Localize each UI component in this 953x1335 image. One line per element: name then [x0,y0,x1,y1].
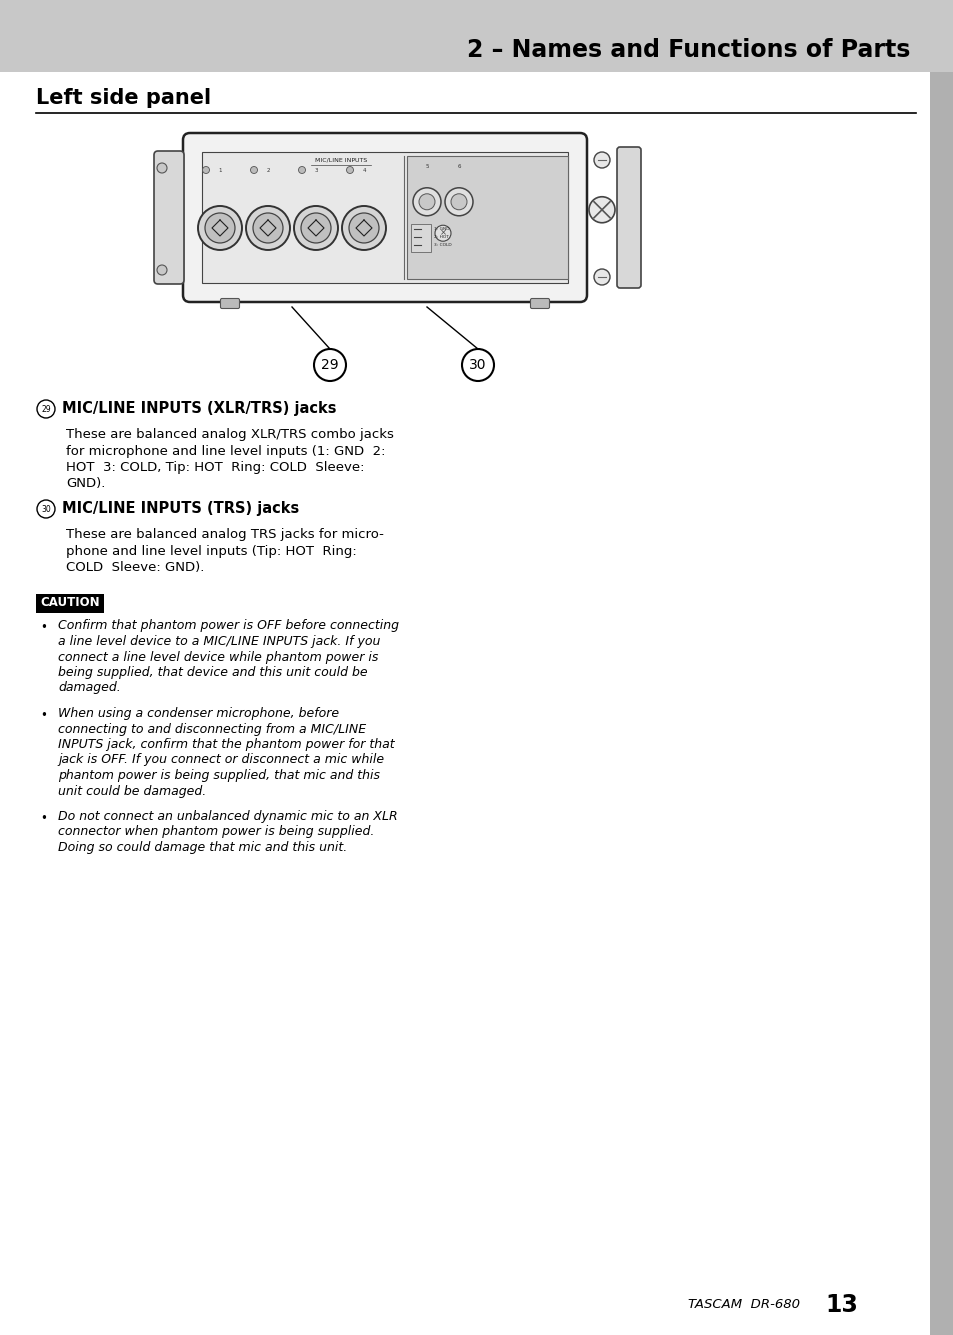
Text: INPUTS jack, confirm that the phantom power for that: INPUTS jack, confirm that the phantom po… [58,738,395,752]
FancyBboxPatch shape [202,152,567,283]
Circle shape [435,226,451,242]
Text: When using a condenser microphone, before: When using a condenser microphone, befor… [58,708,338,720]
Text: ×: × [439,228,446,238]
Text: •: • [41,622,48,634]
Text: phantom power is being supplied, that mic and this: phantom power is being supplied, that mi… [58,769,379,782]
Text: for microphone and line level inputs (1: GND  2:: for microphone and line level inputs (1:… [66,445,385,458]
Circle shape [461,348,494,380]
Text: 3: 3 [314,167,317,172]
Circle shape [301,214,331,243]
Text: 4: 4 [362,167,365,172]
Text: Left side panel: Left side panel [36,88,211,108]
Circle shape [594,268,609,284]
Text: 29: 29 [41,405,51,414]
Circle shape [157,163,167,174]
Circle shape [594,152,609,168]
FancyBboxPatch shape [407,156,567,279]
Text: 29: 29 [321,358,338,372]
Text: MIC/LINE INPUTS (XLR/TRS) jacks: MIC/LINE INPUTS (XLR/TRS) jacks [62,400,336,415]
Text: 1: GND: 1: GND [434,227,449,231]
Text: COLD  Sleeve: GND).: COLD Sleeve: GND). [66,561,204,574]
Circle shape [37,400,55,418]
Circle shape [444,188,473,216]
Circle shape [253,214,283,243]
Text: Do not connect an unbalanced dynamic mic to an XLR: Do not connect an unbalanced dynamic mic… [58,810,397,822]
Text: MIC/LINE INPUTS: MIC/LINE INPUTS [314,158,367,163]
FancyBboxPatch shape [220,299,239,308]
Text: 5: 5 [425,163,428,168]
Text: HOT  3: COLD, Tip: HOT  Ring: COLD  Sleeve:: HOT 3: COLD, Tip: HOT Ring: COLD Sleeve: [66,461,364,474]
Text: Confirm that phantom power is OFF before connecting: Confirm that phantom power is OFF before… [58,619,398,633]
Text: 13: 13 [824,1294,857,1318]
Text: Doing so could damage that mic and this unit.: Doing so could damage that mic and this … [58,841,347,854]
Circle shape [346,167,354,174]
Circle shape [451,194,467,210]
Text: 30: 30 [41,505,51,514]
Text: TASCAM  DR-680: TASCAM DR-680 [687,1299,800,1311]
Text: •: • [41,709,48,722]
Text: These are balanced analog XLR/TRS combo jacks: These are balanced analog XLR/TRS combo … [66,429,394,441]
Circle shape [37,501,55,518]
Text: GND).: GND). [66,478,105,490]
Circle shape [157,266,167,275]
Text: 2 – Names and Functions of Parts: 2 – Names and Functions of Parts [466,37,909,61]
Text: 2: HOT: 2: HOT [434,235,449,239]
Circle shape [341,206,386,250]
Text: connect a line level device while phantom power is: connect a line level device while phanto… [58,650,378,663]
FancyBboxPatch shape [153,151,184,284]
Circle shape [413,188,440,216]
Text: a line level device to a MIC/LINE INPUTS jack. If you: a line level device to a MIC/LINE INPUTS… [58,635,380,647]
Text: 3: COLD: 3: COLD [434,243,451,247]
Circle shape [294,206,337,250]
Text: unit could be damaged.: unit could be damaged. [58,785,206,797]
Bar [929,0,953,1335]
FancyBboxPatch shape [617,147,640,288]
Text: 6: 6 [456,163,460,168]
Circle shape [246,206,290,250]
FancyBboxPatch shape [411,224,431,252]
Circle shape [202,167,210,174]
Text: connecting to and disconnecting from a MIC/LINE: connecting to and disconnecting from a M… [58,722,366,736]
Text: damaged.: damaged. [58,681,121,694]
Text: 2: 2 [266,167,270,172]
Circle shape [198,206,242,250]
Circle shape [205,214,234,243]
Circle shape [588,196,615,223]
Circle shape [314,348,346,380]
Text: phone and line level inputs (Tip: HOT  Ring:: phone and line level inputs (Tip: HOT Ri… [66,545,356,558]
Text: CAUTION: CAUTION [40,597,100,610]
Text: •: • [41,812,48,825]
Text: 1: 1 [218,167,221,172]
FancyBboxPatch shape [183,134,586,302]
Circle shape [349,214,378,243]
Circle shape [251,167,257,174]
Bar [36,594,104,613]
Text: jack is OFF. If you connect or disconnect a mic while: jack is OFF. If you connect or disconnec… [58,753,384,766]
FancyBboxPatch shape [530,299,549,308]
Text: MIC/LINE INPUTS (TRS) jacks: MIC/LINE INPUTS (TRS) jacks [62,501,299,515]
Circle shape [418,194,435,210]
Text: These are balanced analog TRS jacks for micro-: These are balanced analog TRS jacks for … [66,529,383,541]
Bar [0,0,953,72]
Text: being supplied, that device and this unit could be: being supplied, that device and this uni… [58,666,367,680]
Text: 30: 30 [469,358,486,372]
Circle shape [298,167,305,174]
Text: connector when phantom power is being supplied.: connector when phantom power is being su… [58,825,374,838]
